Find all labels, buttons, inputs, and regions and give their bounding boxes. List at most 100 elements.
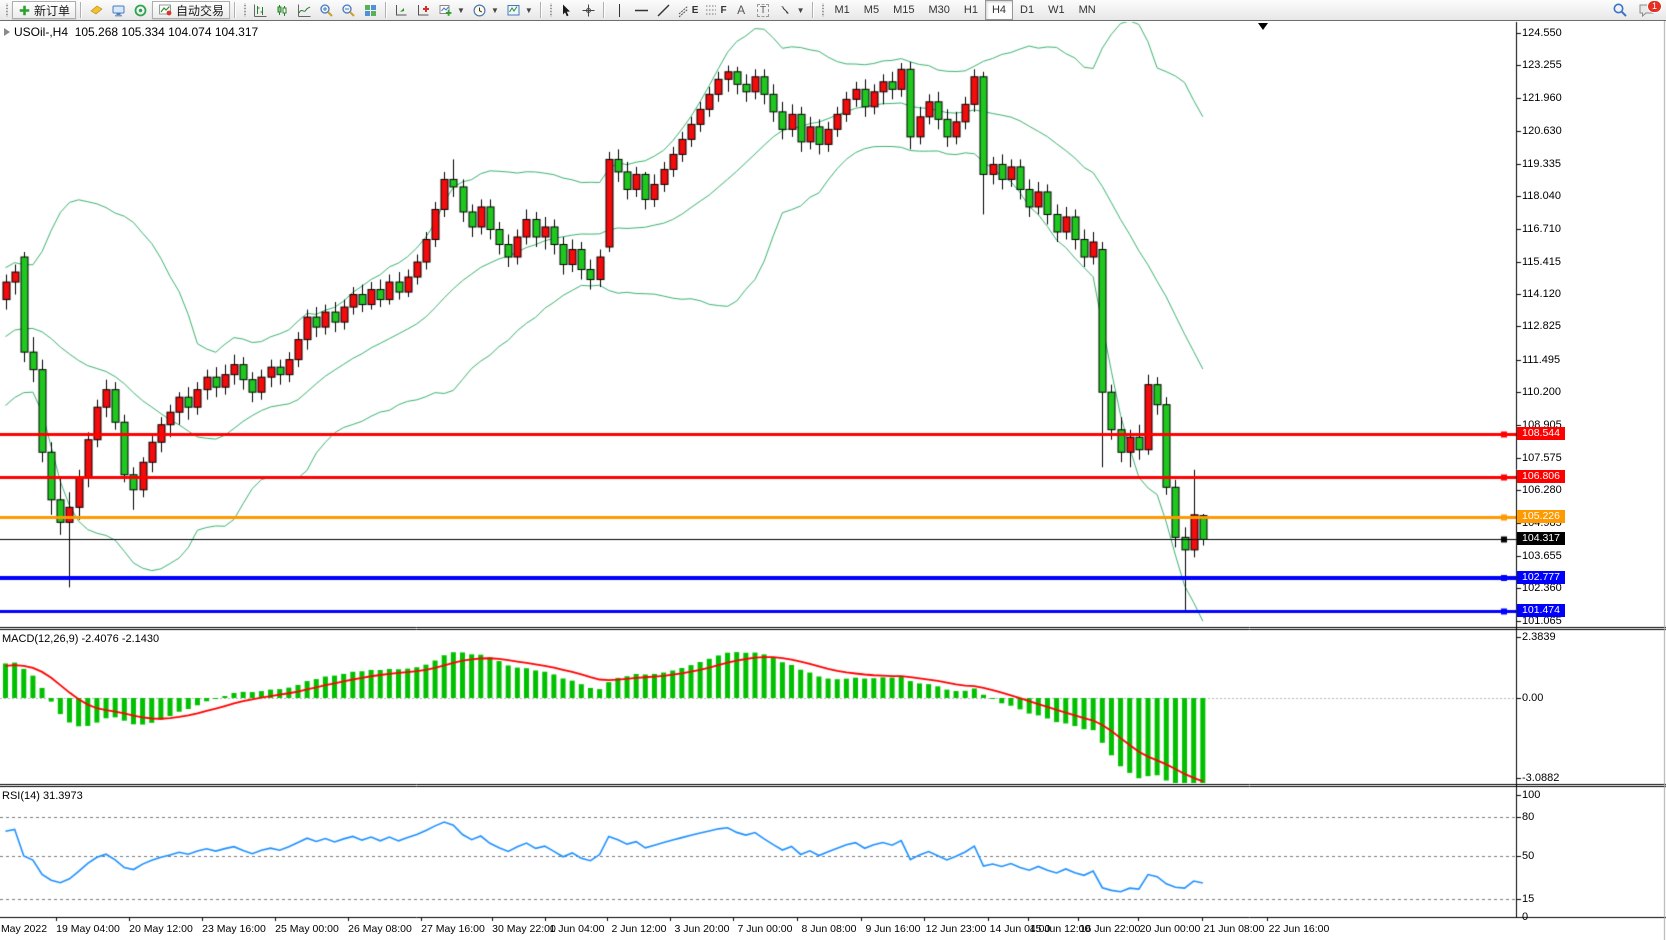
- autotrading-button[interactable]: 自动交易: [152, 1, 231, 19]
- price-axis-tick: 118.040: [1522, 189, 1561, 202]
- price-axis-tick: 107.575: [1522, 451, 1562, 464]
- price-level-tag[interactable]: 106.806: [1517, 470, 1565, 484]
- channel-icon: [678, 3, 689, 18]
- new-order-label: 新订单: [34, 3, 71, 18]
- timeframe-M5[interactable]: M5: [863, 4, 880, 16]
- timeframe-M1[interactable]: M1: [834, 4, 850, 16]
- price-axis-tick: 102.360: [1522, 582, 1562, 595]
- price-axis-tick: 103.655: [1522, 550, 1562, 562]
- timeframe-MN[interactable]: MN: [1078, 4, 1096, 16]
- arrows-icon: [778, 3, 793, 18]
- time-axis-label: 20 May 12:00: [129, 923, 193, 935]
- time-axis-label: 9 Jun 16:00: [865, 923, 921, 935]
- tile-windows-icon: [363, 3, 378, 18]
- new-order-button[interactable]: 新订单: [12, 1, 77, 19]
- notification-badge: 1: [1646, 0, 1662, 13]
- candlestick-chart-icon: [275, 3, 290, 18]
- template-icon: [506, 3, 521, 18]
- timeframe-group: M1 M5 M15 M30 H1 H4 D1 W1 MN: [828, 0, 1103, 20]
- time-axis-label: 16 Jun 22:00: [1079, 923, 1141, 935]
- one-click-trading-toggle[interactable]: [4, 28, 10, 36]
- crosshair-tool-button[interactable]: [578, 1, 599, 19]
- indicator-window-button[interactable]: [391, 1, 412, 19]
- symbol-period: USOil-,H4: [14, 25, 69, 39]
- fibonacci-icon: [705, 3, 717, 18]
- price-axis-tick: 110.200: [1522, 386, 1561, 399]
- timeframe-M30[interactable]: M30: [928, 4, 950, 16]
- line-chart-button[interactable]: [294, 1, 315, 19]
- price-axis-tick: 119.335: [1522, 157, 1561, 170]
- search-button[interactable]: [1609, 1, 1631, 19]
- notifications-button[interactable]: 1: [1635, 0, 1662, 19]
- data-end-marker-icon: [1258, 23, 1268, 30]
- template-button[interactable]: ▼: [503, 1, 536, 19]
- zoom-in-button[interactable]: [316, 1, 337, 19]
- tile-windows-button[interactable]: [360, 1, 381, 19]
- time-axis-label: 27 May 16:00: [421, 923, 485, 935]
- period-button[interactable]: ▼: [469, 1, 502, 19]
- time-axis-label: 7 Jun 00:00: [737, 923, 793, 935]
- new-order-icon: [18, 4, 31, 17]
- time-axis-label: 21 Jun 08:00: [1203, 923, 1265, 935]
- add-chart-button[interactable]: ▼: [435, 1, 468, 19]
- arrows-tool-button[interactable]: ▼: [775, 1, 808, 19]
- time-axis-label: May 2022: [0, 923, 48, 935]
- zoom-in-icon: [319, 3, 334, 18]
- time-axis-label: 15 Jun 12:00: [1029, 923, 1091, 935]
- text-label-tool-button[interactable]: T: [753, 1, 774, 19]
- zoom-out-button[interactable]: [338, 1, 359, 19]
- timeframe-M15[interactable]: M15: [893, 4, 915, 16]
- price-level-tag[interactable]: 104.317: [1517, 532, 1565, 546]
- price-level-tag[interactable]: 102.777: [1517, 570, 1565, 584]
- bar-chart-button[interactable]: [250, 1, 271, 19]
- price-axis-tick: 116.710: [1522, 223, 1561, 236]
- price-level-tag[interactable]: 101.474: [1517, 603, 1565, 617]
- vertical-line-icon: [612, 3, 627, 18]
- rsi-axis-tick: 15: [1522, 893, 1535, 905]
- terminal-button[interactable]: [108, 1, 129, 19]
- signals-icon: [133, 3, 148, 18]
- horizontal-line-icon: [634, 3, 649, 18]
- toolbar-separator: [80, 2, 83, 18]
- text-tool-button[interactable]: A: [731, 1, 752, 19]
- timeframe-D1[interactable]: D1: [1020, 4, 1035, 16]
- price-axis-tick: 115.415: [1522, 255, 1561, 268]
- timeframe-H4[interactable]: H4: [984, 0, 1013, 20]
- rsi-axis-tick: 50: [1522, 850, 1535, 862]
- candlestick-chart-button[interactable]: [272, 1, 293, 19]
- trendline-tool-button[interactable]: [653, 1, 674, 19]
- time-axis-label: 26 May 08:00: [348, 923, 412, 935]
- rsi-axis-tick: 100: [1522, 789, 1541, 801]
- toolbar-separator: [385, 2, 388, 18]
- price-axis-tick: 111.495: [1522, 353, 1561, 366]
- price-level-tag[interactable]: 108.544: [1517, 426, 1565, 440]
- clock-icon: [472, 3, 487, 18]
- timeframe-H1[interactable]: H1: [963, 4, 978, 16]
- macd-axis-tick: 0.00: [1522, 692, 1544, 704]
- price-level-tag[interactable]: 105.226: [1517, 509, 1565, 523]
- indicator-window-icon: [394, 3, 409, 18]
- fibonacci-tool-button[interactable]: F: [702, 1, 729, 19]
- bar-chart-icon: [253, 3, 268, 18]
- toolbar-separator: [602, 2, 605, 18]
- toolbar-separator: [234, 2, 237, 18]
- cursor-tool-button[interactable]: [556, 1, 577, 19]
- equidistant-channel-tool-button[interactable]: E: [675, 1, 702, 19]
- price-axis-tick: 112.825: [1522, 320, 1561, 333]
- ohlc-values: 105.268 105.334 104.074 104.317: [74, 25, 259, 39]
- add-indicator-window-button[interactable]: [413, 1, 434, 19]
- timeframe-W1[interactable]: W1: [1048, 4, 1065, 16]
- time-axis-label: 22 Jun 16:00: [1268, 923, 1330, 935]
- price-axis-tick: 101.065: [1522, 614, 1562, 627]
- time-axis-label: 23 May 16:00: [202, 923, 266, 935]
- signals-button[interactable]: [130, 1, 151, 19]
- dropdown-caret-icon: ▼: [457, 5, 465, 15]
- price-axis-tick: 120.630: [1522, 125, 1562, 138]
- trendline-icon: [656, 3, 671, 18]
- price-axis-tick: 121.960: [1522, 91, 1562, 104]
- channel-letter: E: [691, 4, 699, 16]
- vertical-line-tool-button[interactable]: [609, 1, 630, 19]
- mql-editor-button[interactable]: [86, 1, 107, 19]
- horizontal-line-tool-button[interactable]: [631, 1, 652, 19]
